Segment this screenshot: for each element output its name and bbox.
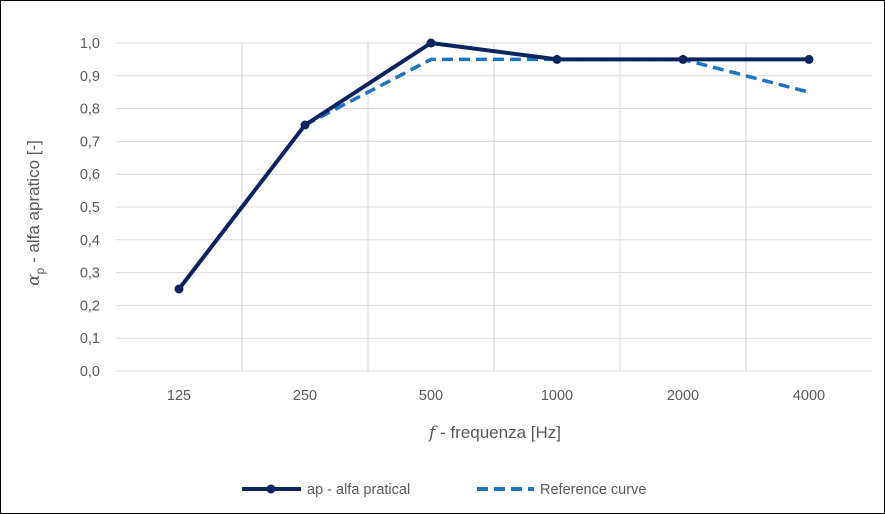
y-tick-label: 0,2 <box>80 298 100 314</box>
data-point-ap <box>678 54 688 64</box>
y-tick-label: 0,8 <box>80 102 100 118</box>
series-line-reference <box>304 57 810 127</box>
y-tick-label: 0,1 <box>80 331 100 347</box>
series-line-ap <box>177 41 811 291</box>
x-tick-label: 500 <box>419 388 443 404</box>
x-tick-label: 1000 <box>541 388 573 404</box>
grid-lines <box>116 42 872 372</box>
y-tick-label: 0,9 <box>80 69 100 85</box>
data-point-ap <box>552 54 562 64</box>
y-tick-label: 0,3 <box>80 266 100 282</box>
series-markers <box>174 38 814 294</box>
data-point-ap <box>426 38 436 48</box>
y-axis-title-text: - alfa apratico [-] <box>24 140 43 268</box>
data-point-ap <box>804 54 814 64</box>
y-axis-symbol: α <box>24 274 44 286</box>
data-point-ap <box>174 284 184 294</box>
x-tick-label: 2000 <box>667 388 699 404</box>
x-axis-symbol: f <box>427 423 438 443</box>
y-tick-labels: 0,0 0,1 0,2 0,3 0,4 0,5 0,6 0,7 0,8 0,9 1,0 <box>80 36 100 380</box>
data-point-ap <box>300 120 310 130</box>
y-tick-label: 0,5 <box>80 200 100 216</box>
y-axis-subscript: p <box>33 267 47 274</box>
y-tick-label: 0,6 <box>80 167 100 183</box>
y-tick-label: 0,7 <box>80 134 100 150</box>
x-tick-label: 4000 <box>793 388 825 404</box>
legend-marker-ap <box>266 484 276 494</box>
legend-label-ap: ap - alfa pratical <box>307 482 410 498</box>
x-axis-title-text: - frequenza [Hz] <box>435 423 561 442</box>
x-tick-label: 125 <box>167 388 191 404</box>
x-tick-labels: 125 250 500 1000 2000 4000 <box>167 388 825 404</box>
y-tick-label: 0,0 <box>80 364 100 380</box>
x-tick-label: 250 <box>293 388 317 404</box>
series-lines <box>177 41 811 291</box>
legend: ap - alfa pratical Reference curve <box>242 482 646 498</box>
y-tick-label: 0,4 <box>80 233 100 249</box>
y-axis-title: αp - alfa apratico [-] <box>24 140 47 286</box>
y-tick-label: 1,0 <box>80 36 100 52</box>
x-axis-title: f - frequenza [Hz] <box>427 423 561 443</box>
legend-label-reference: Reference curve <box>540 482 646 498</box>
